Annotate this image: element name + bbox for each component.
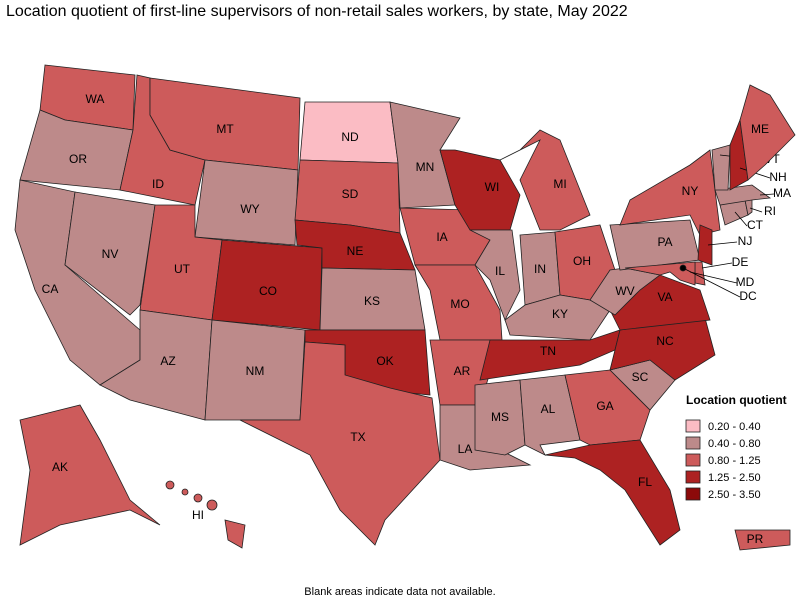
state-label: FL — [638, 475, 652, 489]
island — [206, 499, 218, 511]
state-label: WI — [485, 180, 500, 194]
state-label: ME — [751, 122, 769, 136]
state-label: WV — [615, 284, 634, 298]
leader-line — [682, 267, 741, 298]
state-label: IA — [436, 230, 447, 244]
state-label: MI — [553, 177, 566, 191]
state-label: OR — [69, 152, 87, 166]
state-label: ID — [152, 177, 164, 191]
leader-line — [749, 207, 763, 213]
state-label: VA — [657, 290, 672, 304]
state-region — [499, 129, 591, 231]
state-region — [64, 191, 156, 316]
state-label: AZ — [160, 354, 175, 368]
state-label: NM — [246, 364, 265, 378]
state-label: SD — [342, 187, 359, 201]
map-title: Location quotient of first-line supervis… — [6, 3, 628, 20]
state-region — [697, 224, 713, 266]
state-label: KY — [552, 307, 568, 321]
state-label: AK — [52, 460, 68, 474]
island — [193, 493, 203, 503]
state-label: WY — [240, 202, 259, 216]
state-region — [194, 159, 299, 246]
state-label: NV — [102, 247, 119, 261]
legend-title: Location quotient — [686, 393, 787, 407]
state-label: NJ — [738, 234, 753, 248]
leader-line — [689, 271, 738, 284]
state-region — [469, 229, 521, 321]
legend-label: 2.50 - 3.50 — [708, 489, 761, 501]
state-region — [544, 439, 681, 546]
state-label: SC — [632, 370, 649, 384]
state-label: LA — [458, 442, 473, 456]
state-label: MA — [773, 186, 791, 200]
state-label: HI — [192, 508, 204, 522]
legend-swatch — [685, 470, 701, 484]
state-region — [224, 519, 246, 549]
state-region — [624, 261, 696, 286]
state-region — [239, 341, 441, 546]
state-region — [474, 379, 526, 456]
state-label: GA — [596, 399, 613, 413]
state-label: CT — [747, 218, 764, 232]
leader-line — [759, 193, 775, 196]
state-label: OH — [573, 254, 591, 268]
leader-line — [707, 241, 738, 246]
legend-label: 0.20 - 0.40 — [708, 421, 761, 433]
state-label: KS — [364, 294, 380, 308]
legend-label: 1.25 - 2.50 — [708, 472, 761, 484]
leader-line — [701, 262, 733, 269]
footnote: Blank areas indicate data not available. — [304, 586, 495, 598]
state-label: CO — [259, 284, 277, 298]
state-label: NH — [769, 170, 786, 184]
state-label: ND — [341, 130, 359, 144]
state-label: MN — [416, 160, 435, 174]
state-label: TX — [350, 430, 365, 444]
state-label: MD — [736, 275, 755, 289]
state-label: CA — [42, 282, 59, 296]
state-label: DC — [739, 289, 757, 303]
legend-swatch — [685, 487, 701, 501]
legend-swatch — [685, 453, 701, 467]
leader-line — [734, 211, 748, 227]
legend-swatch — [685, 419, 701, 433]
state-label: AR — [454, 364, 471, 378]
state-region — [609, 317, 716, 381]
state-label: AL — [541, 402, 556, 416]
legend-label: 0.80 - 1.25 — [708, 455, 761, 467]
legend-label: 0.40 - 0.80 — [708, 438, 761, 450]
state-label: OK — [376, 354, 393, 368]
state-label: RI — [764, 204, 776, 218]
state-label: NY — [682, 184, 699, 198]
state-label: UT — [174, 262, 191, 276]
state-label: IN — [534, 262, 546, 276]
island — [181, 488, 189, 496]
state-label: TN — [540, 344, 556, 358]
island — [165, 480, 175, 490]
state-label: WA — [86, 92, 105, 106]
state-label: NC — [656, 334, 674, 348]
state-label: MS — [491, 410, 509, 424]
state-label: IL — [495, 264, 505, 278]
state-label: PR — [747, 532, 764, 546]
state-region — [714, 184, 772, 206]
state-region — [734, 529, 791, 551]
state-label: NE — [347, 244, 364, 258]
state-label: MO — [450, 297, 469, 311]
state-region — [19, 404, 161, 546]
state-region — [711, 144, 731, 191]
state-label: MT — [216, 122, 234, 136]
state-label: PA — [657, 235, 672, 249]
state-label: DE — [732, 255, 749, 269]
state-region — [739, 84, 796, 181]
legend-swatch — [685, 436, 701, 450]
